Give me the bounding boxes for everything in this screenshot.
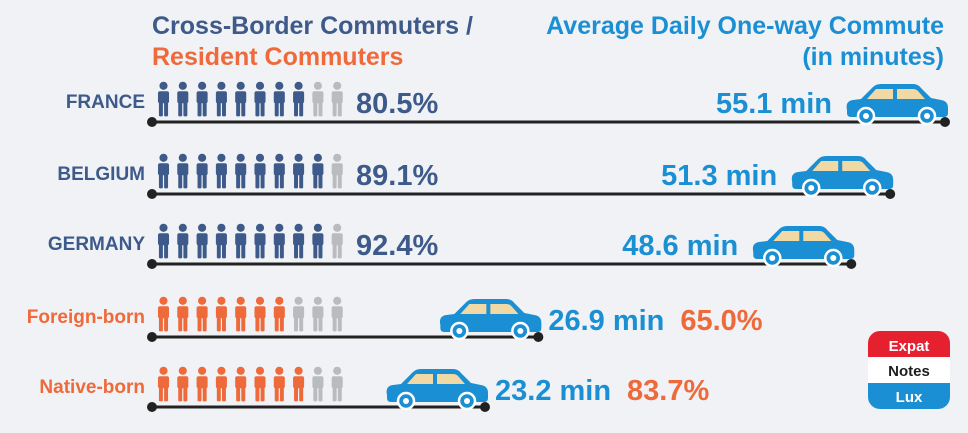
person-icon (157, 81, 170, 117)
person-icon (254, 223, 266, 259)
commute-line-start-dot (147, 117, 157, 127)
right-header-line2: (in minutes) (802, 43, 944, 71)
person-icon (273, 223, 285, 259)
logo-text-notes: Notes (888, 363, 930, 380)
person-icon (293, 153, 305, 189)
category-label-germany: GERMANY (48, 234, 145, 255)
person-icon (157, 223, 170, 259)
person-icon (235, 366, 247, 402)
person-icon (312, 296, 324, 332)
logo-text-expat: Expat (889, 338, 930, 355)
person-icon (293, 223, 305, 259)
car-icon (791, 156, 894, 198)
person-icon (273, 153, 285, 189)
person-icon (293, 366, 305, 402)
person-icon (312, 153, 324, 189)
percentage-label: 65.0% (680, 305, 762, 337)
person-icon (312, 81, 324, 117)
person-icon (331, 153, 343, 189)
person-icon (254, 296, 266, 332)
person-icon (235, 153, 247, 189)
logo-text-lux: Lux (896, 389, 923, 406)
expat-notes-lux-logo: Expat Notes Lux (868, 331, 950, 409)
person-icon (331, 223, 343, 259)
person-icon (235, 81, 247, 117)
category-label-belgium: BELGIUM (57, 164, 145, 185)
car-icon (386, 369, 488, 411)
chart-rows: FRANCE 55.1 min 80.5% BELGIUM 51.3 min 89.1% G… (27, 81, 950, 412)
category-label-foreign-born: Foreign-born (27, 307, 145, 328)
commute-line-start-dot (147, 259, 157, 269)
commute-line-end-dot (940, 117, 950, 127)
person-icon (331, 366, 343, 402)
left-header-line2: Resident Commuters (152, 43, 403, 71)
commute-line-end-dot (533, 332, 544, 342)
commute-line-start-dot (147, 402, 157, 412)
car-icon (439, 299, 542, 341)
person-icon (196, 296, 208, 332)
left-header-line1: Cross-Border Commuters / (152, 12, 473, 40)
person-icon (177, 81, 189, 117)
person-icon (196, 81, 208, 117)
person-icon (157, 153, 170, 189)
person-icon (177, 153, 189, 189)
commute-minutes-label: 26.9 min (548, 305, 664, 337)
person-icon (235, 296, 247, 332)
person-icon (196, 153, 208, 189)
person-icon (273, 296, 285, 332)
person-icon (157, 366, 170, 402)
right-header-line1: Average Daily One-way Commute (546, 12, 944, 40)
person-icon (177, 296, 189, 332)
commute-line-start-dot (147, 189, 157, 199)
percentage-label: 89.1% (356, 160, 438, 192)
percentage-label: 80.5% (356, 88, 438, 120)
person-icon (331, 296, 343, 332)
category-label-native-born: Native-born (39, 377, 145, 398)
person-icon (196, 223, 208, 259)
commute-line-start-dot (147, 332, 157, 342)
commute-minutes-label: 51.3 min (661, 160, 777, 192)
person-icon (312, 223, 324, 259)
percentage-label: 83.7% (627, 375, 709, 407)
person-icon (254, 81, 266, 117)
commute-line-end-dot (480, 402, 490, 412)
person-icon (312, 366, 324, 402)
person-icon (215, 296, 227, 332)
commute-minutes-label: 23.2 min (495, 375, 611, 407)
car-icon (846, 84, 948, 126)
percentage-label: 92.4% (356, 230, 438, 262)
person-icon (331, 81, 343, 117)
commute-minutes-label: 48.6 min (622, 230, 738, 262)
person-icon (273, 366, 285, 402)
person-icon (157, 296, 170, 332)
person-icon (293, 296, 305, 332)
person-icon (254, 153, 266, 189)
category-label-france: FRANCE (66, 92, 145, 113)
person-icon (273, 81, 285, 117)
person-icon (254, 366, 266, 402)
car-icon (752, 226, 855, 268)
person-icon (196, 366, 208, 402)
person-icon (215, 153, 227, 189)
commute-line-end-dot (885, 189, 896, 199)
person-icon (293, 81, 305, 117)
person-icon (215, 81, 227, 117)
person-icon (235, 223, 247, 259)
person-icon (177, 366, 189, 402)
commute-line-end-dot (846, 259, 857, 269)
person-icon (177, 223, 189, 259)
commute-minutes-label: 55.1 min (716, 88, 832, 120)
person-icon (215, 366, 227, 402)
person-icon (215, 223, 227, 259)
